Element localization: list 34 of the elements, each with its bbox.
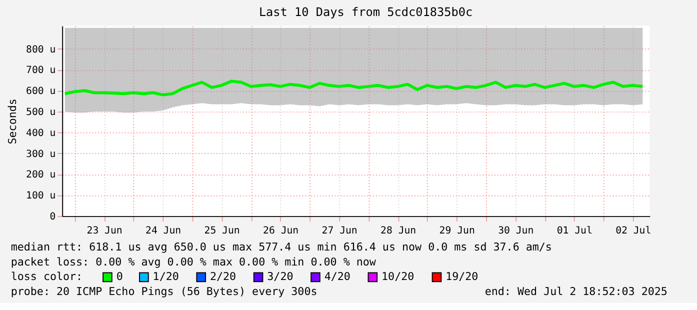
legend-label: 0: [116, 270, 123, 284]
y-tick-label: 800 u: [26, 44, 56, 56]
y-tick-label: 100 u: [26, 190, 56, 202]
x-tick-label: 30 Jun: [498, 225, 534, 236]
line-series: [63, 80, 644, 96]
y-tick-label: 0: [50, 212, 56, 223]
legend-label: 10/20: [382, 270, 414, 284]
y-tick-label: 700 u: [26, 65, 56, 76]
y-tick-label: 600 u: [26, 86, 56, 98]
y-tick-label: 400 u: [26, 128, 56, 139]
x-tick-label: 29 Jun: [439, 225, 475, 236]
y-tick-label: 300 u: [26, 148, 56, 160]
x-tick-label: 26 Jun: [263, 225, 299, 236]
y-axis-title: Seconds: [6, 98, 20, 144]
x-tick-label: 27 Jun: [322, 225, 358, 236]
text: probe: 20 ICMP Echo Pings (56 Bytes) every 300s: [10, 284, 318, 298]
chart-title: Last 10 Days from 5cdc01835b0c: [258, 4, 473, 19]
legend-label: 3/20: [267, 270, 294, 284]
x-tick-label: 24 Jun: [146, 225, 182, 236]
x-tick-label: 28 Jun: [380, 225, 416, 236]
text: end: Wed Jul 2 18:52:03 2025: [484, 284, 668, 298]
legend-title: loss color:: [10, 270, 83, 284]
legend-label: 2/20: [210, 270, 236, 284]
legend-label: 1/20: [152, 270, 179, 284]
legend-label: 19/20: [446, 270, 478, 284]
y-tick-label: 200 u: [26, 170, 56, 181]
x-tick-label: 01 Jul: [556, 225, 592, 236]
x-tick-label: 23 Jun: [86, 225, 122, 236]
legend-label: 4/20: [324, 270, 350, 284]
x-tick-label: 02 Jul: [616, 225, 652, 236]
y-tick-label: 500 u: [26, 106, 56, 118]
text: packet loss: 0.00 % avg 0.00 % max 0.00 % min 0.00 % now: [10, 255, 376, 268]
text: median rtt: 618.1 us avg 650.0 us max 577.4 us min 616.4 us now 0.0 ms sd 37.6 am/s: [10, 240, 552, 254]
x-tick-label: 25 Jun: [204, 225, 240, 236]
